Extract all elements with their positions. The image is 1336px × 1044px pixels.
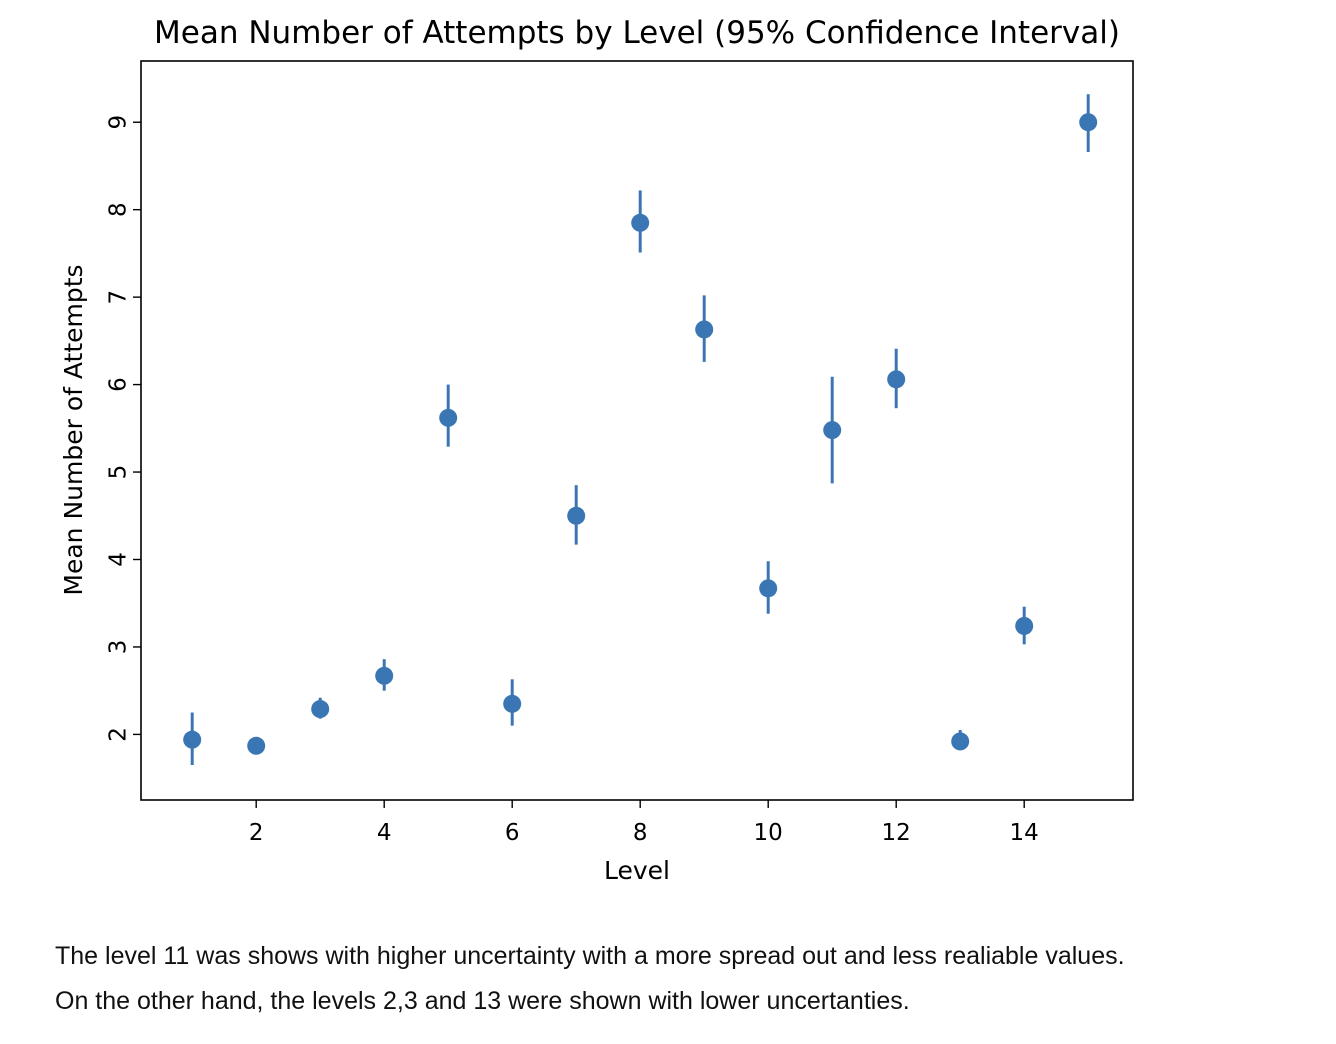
data-point xyxy=(1015,616,1034,635)
y-axis: 2 3 4 5 6 7 8 9 xyxy=(106,115,141,742)
y-tick-label: 7 xyxy=(106,290,132,305)
y-tick-label: 9 xyxy=(106,115,132,130)
data-point xyxy=(759,579,778,598)
chart-figure: Mean Number of Attempts by Level (95% Co… xyxy=(59,15,1134,885)
caption: The level 11 was shows with higher uncer… xyxy=(55,934,1315,1024)
data-point xyxy=(247,736,266,755)
data-point xyxy=(823,421,842,440)
y-axis-label: Mean Number of Attempts xyxy=(59,264,88,595)
y-tick-label: 2 xyxy=(106,727,132,742)
x-tick-label: 10 xyxy=(754,820,783,846)
x-tick-label: 14 xyxy=(1010,820,1039,846)
caption-line-1: The level 11 was shows with higher uncer… xyxy=(55,942,1125,970)
x-tick-label: 2 xyxy=(249,820,264,846)
y-tick-label: 6 xyxy=(106,377,132,392)
data-point xyxy=(1079,113,1098,132)
data-point xyxy=(311,700,330,719)
data-point xyxy=(951,732,970,751)
chart-svg: Mean Number of Attempts by Level (95% Co… xyxy=(59,15,1134,885)
x-tick-label: 12 xyxy=(882,820,911,846)
x-tick-label: 4 xyxy=(377,820,392,846)
x-axis: 2 4 6 8 10 12 14 xyxy=(249,800,1039,846)
x-tick-label: 6 xyxy=(505,820,520,846)
y-tick-label: 8 xyxy=(106,202,132,217)
data-point xyxy=(439,408,458,427)
y-tick-label: 5 xyxy=(106,465,132,480)
data-point xyxy=(695,320,714,339)
chart-title: Mean Number of Attempts by Level (95% Co… xyxy=(154,15,1120,51)
caption-line-2: On the other hand, the levels 2,3 and 13… xyxy=(55,987,910,1015)
y-tick-label: 3 xyxy=(106,640,132,655)
x-axis-label: Level xyxy=(604,856,670,885)
y-tick-label: 4 xyxy=(106,552,132,567)
data-point xyxy=(375,666,394,685)
data-point xyxy=(183,730,202,749)
data-point xyxy=(631,213,650,232)
x-tick-label: 8 xyxy=(633,820,648,846)
data-point xyxy=(887,370,906,389)
data-point xyxy=(567,506,586,525)
data-point xyxy=(503,694,522,713)
plot-area xyxy=(183,94,1098,766)
plot-frame xyxy=(140,60,1134,801)
